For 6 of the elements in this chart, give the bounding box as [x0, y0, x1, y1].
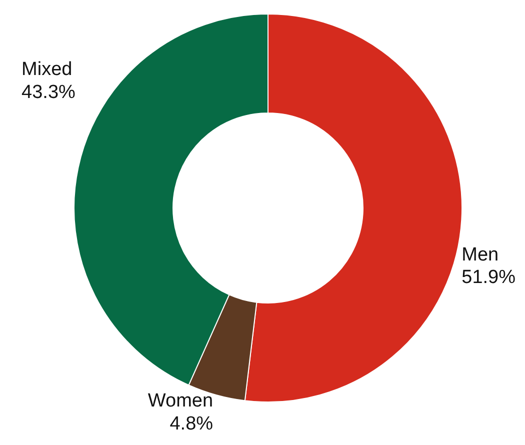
- data-label: 43.3%: [22, 82, 76, 103]
- slice-label: Men: [462, 244, 499, 266]
- data-label: 51.9%: [462, 267, 516, 288]
- slice-label: Mixed: [22, 58, 72, 80]
- data-label: 4.8%: [170, 413, 214, 434]
- slice-label: Women: [148, 390, 214, 412]
